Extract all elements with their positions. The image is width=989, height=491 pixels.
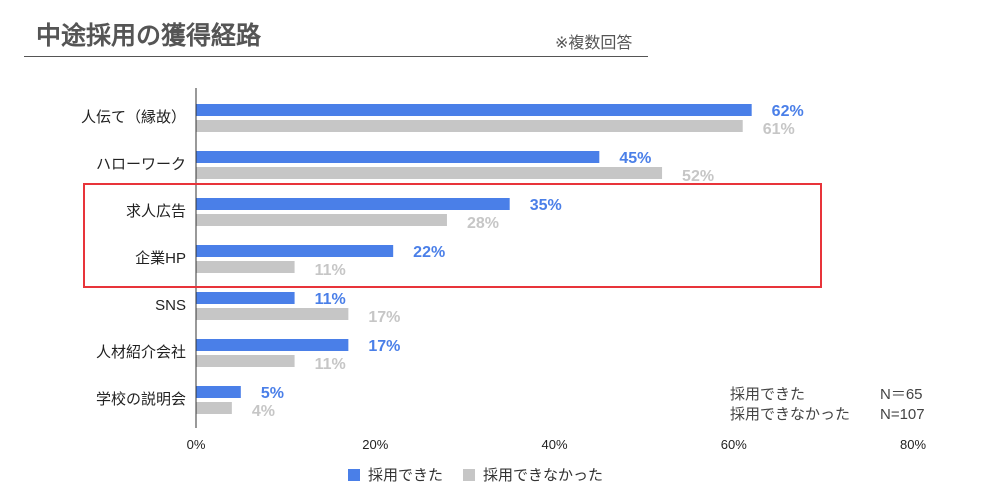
x-tick-label: 80% [900, 437, 926, 452]
multiple-answer-note: ※複数回答 [555, 35, 633, 52]
sample-size-box: 採用できた N＝65 採用できなかった N=107 [730, 385, 925, 425]
bar-not-hired [196, 167, 663, 179]
sample-n: N=107 [880, 406, 925, 423]
bar-not-hired [196, 214, 447, 226]
x-tick-label: 60% [721, 437, 747, 452]
data-label: 5% [261, 385, 284, 402]
sample-n: N＝65 [880, 386, 923, 403]
title-divider [24, 56, 648, 57]
legend-label: 採用できた [368, 467, 444, 484]
legend-item-hired: 採用できた [348, 464, 443, 485]
bar-hired [196, 339, 349, 351]
bar-not-hired [196, 402, 232, 414]
bar-not-hired [196, 120, 743, 132]
highlight-box [83, 183, 822, 288]
chart-title: 中途採用の獲得経路 [36, 22, 262, 50]
x-tick-label: 20% [362, 437, 388, 452]
category-label: ハローワーク [96, 156, 186, 173]
data-label: 28% [467, 215, 499, 232]
category-label: 人材紹介会社 [96, 344, 186, 361]
data-label: 52% [682, 168, 714, 185]
bar-hired [196, 198, 510, 210]
data-label: 11% [315, 262, 346, 279]
legend-item-not-hired: 採用できなかった [463, 464, 603, 485]
bar-not-hired [196, 355, 295, 367]
data-label: 45% [619, 150, 651, 167]
legend-label: 採用できなかった [483, 467, 604, 484]
data-label: 22% [413, 244, 445, 261]
sample-label: 採用できなかった [730, 406, 851, 423]
bar-hired [196, 104, 752, 116]
x-tick-label: 0% [187, 437, 206, 452]
data-label: 17% [368, 309, 400, 326]
data-label: 62% [772, 103, 804, 120]
bar-hired [196, 386, 241, 398]
x-tick-label: 40% [541, 437, 567, 452]
bar-hired [196, 292, 295, 304]
sample-label: 採用できた [730, 386, 806, 403]
bar-not-hired [196, 261, 295, 273]
data-label: 11% [315, 356, 346, 373]
category-label: 人伝て（縁故） [81, 109, 186, 126]
category-label: 企業HP [135, 249, 186, 267]
data-label: 61% [763, 121, 795, 138]
bar-hired [196, 245, 394, 257]
data-label: 17% [368, 338, 400, 355]
data-label: 4% [252, 403, 275, 420]
category-label: 求人広告 [126, 203, 186, 220]
data-label: 11% [315, 291, 346, 308]
data-label: 35% [530, 197, 562, 214]
legend-swatch [463, 468, 476, 481]
bar-hired [196, 151, 600, 163]
category-label: 学校の説明会 [96, 391, 186, 408]
legend: 採用できた 採用できなかった [348, 464, 603, 485]
legend-swatch [348, 468, 360, 481]
category-label: SNS [155, 297, 186, 314]
bar-not-hired [196, 308, 349, 320]
